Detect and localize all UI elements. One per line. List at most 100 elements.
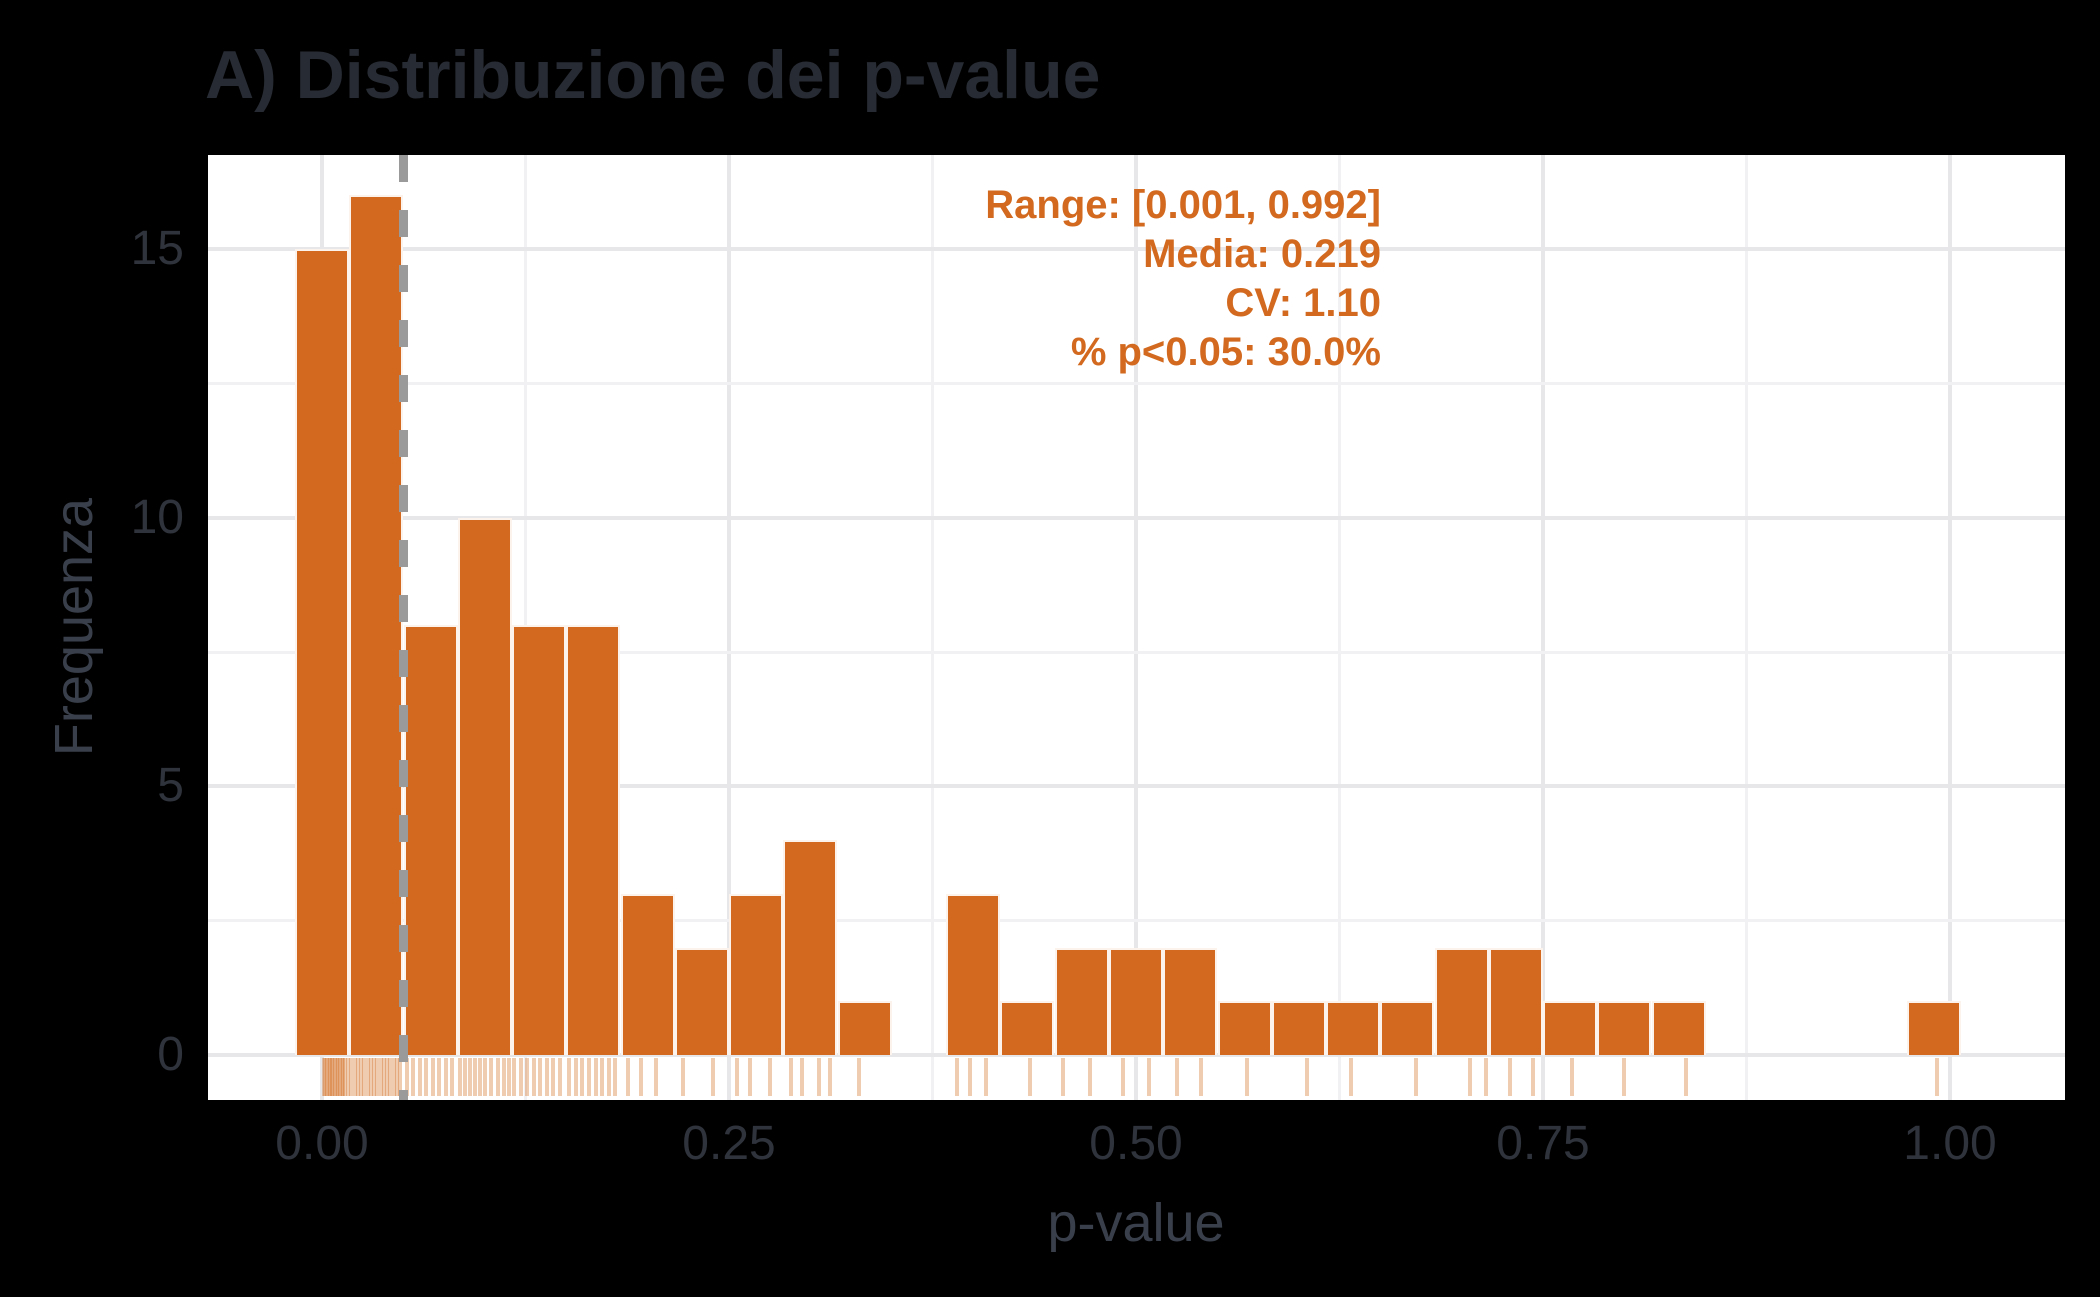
rug-tick (857, 1058, 862, 1096)
rug-tick (437, 1058, 442, 1096)
rug-tick (1508, 1058, 1513, 1096)
rug-tick (507, 1058, 512, 1096)
x-tick-label: 0.75 (1496, 1117, 1590, 1170)
rug-tick (653, 1058, 658, 1096)
rug-tick (816, 1058, 821, 1096)
x-axis-title: p-value (1047, 1193, 1225, 1253)
histogram-bar (1434, 947, 1489, 1055)
rug-tick (593, 1058, 598, 1096)
x-major-gridline (1541, 155, 1545, 1100)
x-tick-label: 0.25 (682, 1117, 776, 1170)
rug-tick (1348, 1058, 1353, 1096)
rug-tick (735, 1058, 740, 1096)
stats-annotation-line: CV: 1.10 (1225, 281, 1381, 325)
rug-tick (391, 1058, 396, 1096)
x-major-gridline (1134, 155, 1138, 1100)
rug-tick (1934, 1058, 1939, 1096)
rug-tick (450, 1058, 455, 1096)
rug-tick (473, 1058, 478, 1096)
stats-annotation-line: % p<0.05: 30.0% (1070, 330, 1381, 374)
rug-tick (573, 1058, 578, 1096)
rug-tick (333, 1058, 338, 1096)
chart-title: A) Distribuzione dei p-value (205, 37, 1101, 113)
rug-tick (359, 1058, 364, 1096)
rug-tick (342, 1058, 347, 1096)
rug-tick (328, 1058, 333, 1096)
rug-tick (381, 1058, 386, 1096)
rug-tick (984, 1058, 989, 1096)
rug-tick (349, 1058, 354, 1096)
histogram-bar (620, 893, 675, 1055)
histogram-bar (1326, 1001, 1380, 1055)
rug-tick (365, 1058, 370, 1096)
rug-tick (334, 1058, 339, 1096)
rug-tick (385, 1058, 390, 1096)
histogram-bar (1543, 1001, 1598, 1055)
y-major-gridline (208, 1053, 2065, 1057)
rug-tick (458, 1058, 463, 1096)
rug-tick (339, 1058, 344, 1096)
histogram-bar (1597, 1001, 1652, 1055)
rug-tick (681, 1058, 686, 1096)
rug-tick (800, 1058, 805, 1096)
rug-tick (551, 1058, 556, 1096)
rug-tick (1060, 1058, 1065, 1096)
rug-tick (512, 1058, 517, 1096)
x-major-gridline (1948, 155, 1952, 1100)
rug-tick (336, 1058, 341, 1096)
rug-tick (411, 1058, 416, 1096)
histogram-bar (566, 625, 621, 1055)
y-minor-gridline (208, 919, 2065, 923)
histogram-bar (1380, 1001, 1435, 1055)
rug-tick (567, 1058, 572, 1096)
rug-tick (378, 1058, 383, 1096)
histogram-bar (349, 195, 404, 1055)
rug-tick (394, 1058, 399, 1096)
rug-tick (518, 1058, 523, 1096)
rug-tick (1028, 1058, 1033, 1096)
x-minor-gridline (1745, 155, 1748, 1100)
rug-tick (600, 1058, 605, 1096)
rug-tick (329, 1058, 334, 1096)
rug-tick (443, 1058, 448, 1096)
rug-tick (331, 1058, 336, 1096)
rug-tick (525, 1058, 530, 1096)
rug-tick (1467, 1058, 1472, 1096)
rug-tick (323, 1058, 328, 1096)
rug-tick (586, 1058, 591, 1096)
y-tick-label: 10 (130, 490, 184, 544)
rug-tick (495, 1058, 500, 1096)
histogram-bar (1054, 947, 1109, 1055)
rug-tick (355, 1058, 360, 1096)
y-major-gridline (208, 784, 2065, 789)
histogram-bar (946, 893, 1001, 1055)
rug-tick (639, 1058, 644, 1096)
rug-tick (321, 1058, 326, 1096)
histogram-bar (1651, 1001, 1706, 1055)
rug-tick (967, 1058, 972, 1096)
y-tick-label: 0 (157, 1028, 184, 1081)
histogram-bar (1271, 1001, 1326, 1055)
rug-tick (748, 1058, 753, 1096)
x-tick-label: 1.00 (1903, 1117, 1997, 1170)
rug-tick (362, 1058, 367, 1096)
rug-tick (1570, 1058, 1575, 1096)
rug-tick (346, 1058, 351, 1096)
histogram-bar (512, 625, 566, 1055)
rug-tick (424, 1058, 429, 1096)
y-major-gridline (208, 247, 2065, 252)
x-tick-label: 0.00 (275, 1117, 369, 1170)
rug-tick (326, 1058, 331, 1096)
x-major-gridline (727, 155, 731, 1100)
rug-tick (1484, 1058, 1489, 1096)
histogram-bar (1109, 947, 1163, 1055)
histogram-bar (837, 1001, 892, 1055)
rug-tick (1414, 1058, 1419, 1096)
x-minor-gridline (1338, 155, 1341, 1100)
rug-tick (1120, 1058, 1125, 1096)
y-minor-gridline (208, 650, 2065, 654)
histogram-bar (1163, 947, 1218, 1055)
rug-tick (1199, 1058, 1204, 1096)
y-minor-gridline (208, 381, 2065, 385)
x-minor-gridline (931, 155, 934, 1100)
